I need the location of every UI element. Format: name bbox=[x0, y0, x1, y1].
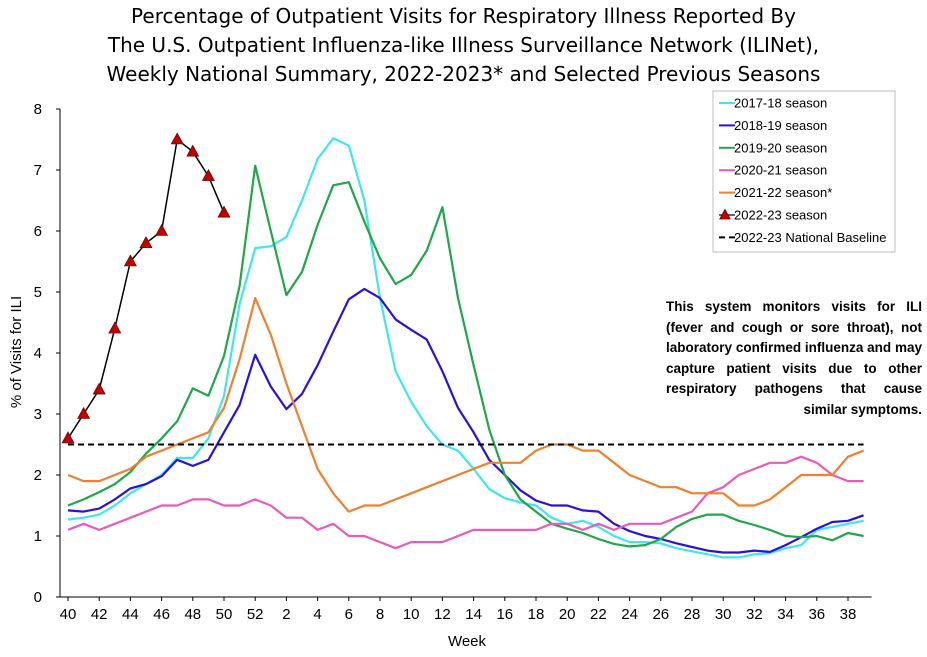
legend-item-2022-23-season: 2022-23 season bbox=[719, 208, 827, 223]
legend-label: 2022-23 season bbox=[734, 208, 827, 223]
y-tick-label: 4 bbox=[34, 345, 42, 362]
legend-item-2018-19-season: 2018-19 season bbox=[719, 118, 827, 133]
series-line bbox=[67, 287, 864, 554]
x-tick-label: 14 bbox=[465, 606, 482, 623]
data-point-marker bbox=[155, 223, 169, 236]
series-2021-22-season bbox=[67, 297, 865, 513]
series-line bbox=[67, 164, 864, 548]
x-tick-label: 24 bbox=[621, 606, 638, 623]
legend-item-2020-21-season: 2020-21 season bbox=[719, 163, 827, 178]
x-tick-label: 48 bbox=[184, 606, 201, 623]
x-tick-label: 2 bbox=[282, 606, 290, 623]
data-point-marker bbox=[123, 254, 137, 267]
x-tick-label: 52 bbox=[247, 606, 264, 623]
x-tick-label: 12 bbox=[434, 606, 451, 623]
x-tick-label: 6 bbox=[345, 606, 353, 623]
data-point-marker bbox=[61, 431, 75, 444]
x-tick-label: 34 bbox=[777, 606, 794, 623]
x-tick-label: 28 bbox=[684, 606, 701, 623]
x-tick-label: 38 bbox=[840, 606, 857, 623]
legend-label: 2018-19 season bbox=[734, 118, 827, 133]
data-point-marker bbox=[77, 406, 91, 419]
legend-label: 2020-21 season bbox=[734, 163, 827, 178]
x-tick-label: 32 bbox=[746, 606, 763, 623]
y-tick-label: 1 bbox=[34, 528, 42, 545]
data-point-marker bbox=[217, 205, 231, 218]
y-tick-label: 2 bbox=[34, 467, 42, 484]
y-tick-label: 3 bbox=[34, 406, 42, 423]
x-tick-label: 44 bbox=[122, 606, 139, 623]
series-2018-19-season bbox=[67, 287, 864, 554]
series-line bbox=[67, 138, 225, 439]
data-point-marker bbox=[92, 382, 106, 395]
legend-label: 2019-20 season bbox=[734, 140, 827, 155]
x-tick-label: 40 bbox=[60, 606, 77, 623]
surveillance-note: This system monitors visits for ILI (fev… bbox=[666, 299, 922, 417]
series-2019-20-season bbox=[67, 164, 864, 548]
legend-marker bbox=[719, 208, 731, 220]
x-tick-label: 22 bbox=[590, 606, 607, 623]
x-tick-label: 46 bbox=[153, 606, 170, 623]
series-line bbox=[67, 455, 864, 550]
x-tick-label: 18 bbox=[528, 606, 545, 623]
x-tick-label: 30 bbox=[715, 606, 732, 623]
chart-title-line-3: Weekly National Summary, 2022-2023* and … bbox=[106, 62, 821, 86]
data-point-marker bbox=[139, 236, 153, 248]
chart-title: Percentage of Outpatient Visits for Resp… bbox=[0, 2, 927, 89]
chart-title-line-2: The U.S. Outpatient Influenza-like Illne… bbox=[107, 33, 820, 57]
series-line bbox=[67, 297, 865, 513]
legend-label: 2021-22 season* bbox=[734, 185, 832, 200]
series-2020-21-season bbox=[67, 455, 864, 550]
legend-item-2019-20-season: 2019-20 season bbox=[719, 140, 827, 155]
chart-title-line-1: Percentage of Outpatient Visits for Resp… bbox=[131, 4, 796, 28]
series-line bbox=[67, 137, 864, 559]
y-tick-label: 7 bbox=[34, 162, 42, 179]
legend-item-2017-18-season: 2017-18 season bbox=[719, 96, 827, 111]
data-point-marker bbox=[108, 321, 122, 334]
x-tick-label: 4 bbox=[313, 606, 321, 623]
data-point-marker bbox=[186, 144, 200, 157]
x-tick-label: 10 bbox=[403, 606, 420, 623]
x-axis-label: Week bbox=[448, 633, 487, 650]
legend: 2017-18 season 2018-19 season 2019-20 seas… bbox=[712, 90, 896, 253]
data-point-marker bbox=[201, 168, 215, 181]
legend-item-2021-22-season: 2021-22 season* bbox=[719, 185, 832, 200]
data-point-marker bbox=[170, 132, 184, 145]
legend-box bbox=[712, 90, 896, 253]
y-tick-label: 6 bbox=[34, 223, 42, 240]
x-tick-label: 26 bbox=[652, 606, 669, 623]
y-tick-label: 5 bbox=[34, 284, 42, 301]
x-tick-label: 16 bbox=[496, 606, 513, 623]
y-axis-label: % of Visits for ILI bbox=[8, 296, 25, 408]
legend-label: 2022-23 National Baseline bbox=[734, 230, 887, 245]
series-2017-18-season bbox=[67, 137, 864, 559]
series-2022-23-season bbox=[61, 132, 231, 444]
y-tick-label: 0 bbox=[34, 589, 42, 606]
y-tick-label: 8 bbox=[34, 101, 42, 118]
x-tick-label: 20 bbox=[559, 606, 576, 623]
x-tick-label: 36 bbox=[808, 606, 825, 623]
x-tick-label: 42 bbox=[91, 606, 108, 623]
series-layer bbox=[61, 132, 865, 559]
x-tick-label: 50 bbox=[216, 606, 233, 623]
legend-label: 2017-18 season bbox=[734, 96, 827, 111]
x-tick-label: 8 bbox=[376, 606, 384, 623]
legend-item-2022-23-national-baseline: 2022-23 National Baseline bbox=[719, 230, 887, 245]
